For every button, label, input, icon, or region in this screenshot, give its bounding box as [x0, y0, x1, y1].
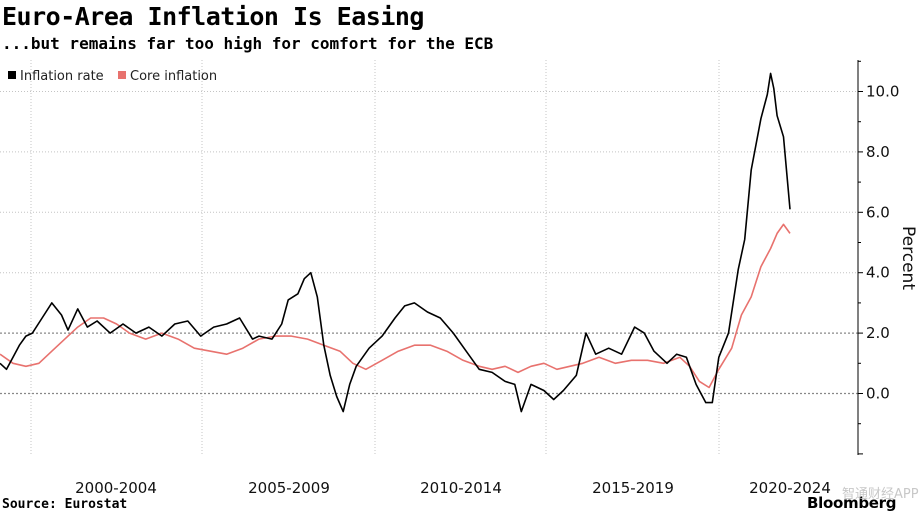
y-tick-label: 0.0 — [866, 385, 890, 403]
x-tick-label: 2010-2014 — [420, 479, 502, 497]
y-tick-label: 2.0 — [866, 324, 890, 342]
legend-label-inflation: Inflation rate — [20, 69, 104, 84]
legend-label-core: Core inflation — [130, 69, 217, 84]
chart-subtitle: ...but remains far too high for comfort … — [2, 34, 494, 53]
bloomberg-logo: Bloomberg — [807, 494, 897, 512]
x-tick-label: 2020-2024 — [749, 479, 831, 497]
legend-swatch-inflation — [8, 71, 16, 79]
y-tick-label: 6.0 — [866, 203, 890, 221]
x-tick-label: 2015-2019 — [592, 479, 674, 497]
watermark: 智通财经APP — [842, 487, 919, 502]
core-inflation-line — [0, 223, 791, 389]
legend-swatch-core — [118, 71, 126, 79]
y-axis-title: Percent — [898, 226, 918, 290]
y-tick-label: 8.0 — [866, 143, 890, 161]
x-tick-label: 2005-2009 — [248, 479, 330, 497]
x-tick-label: 2000-2004 — [75, 479, 157, 497]
inflation-rate-line — [0, 72, 791, 413]
y-tick-label: 10.0 — [866, 83, 899, 101]
y-tick-label: 4.0 — [866, 264, 890, 282]
chart-title: Euro-Area Inflation Is Easing — [2, 2, 425, 31]
source-note: Source: Eurostat — [2, 497, 128, 512]
